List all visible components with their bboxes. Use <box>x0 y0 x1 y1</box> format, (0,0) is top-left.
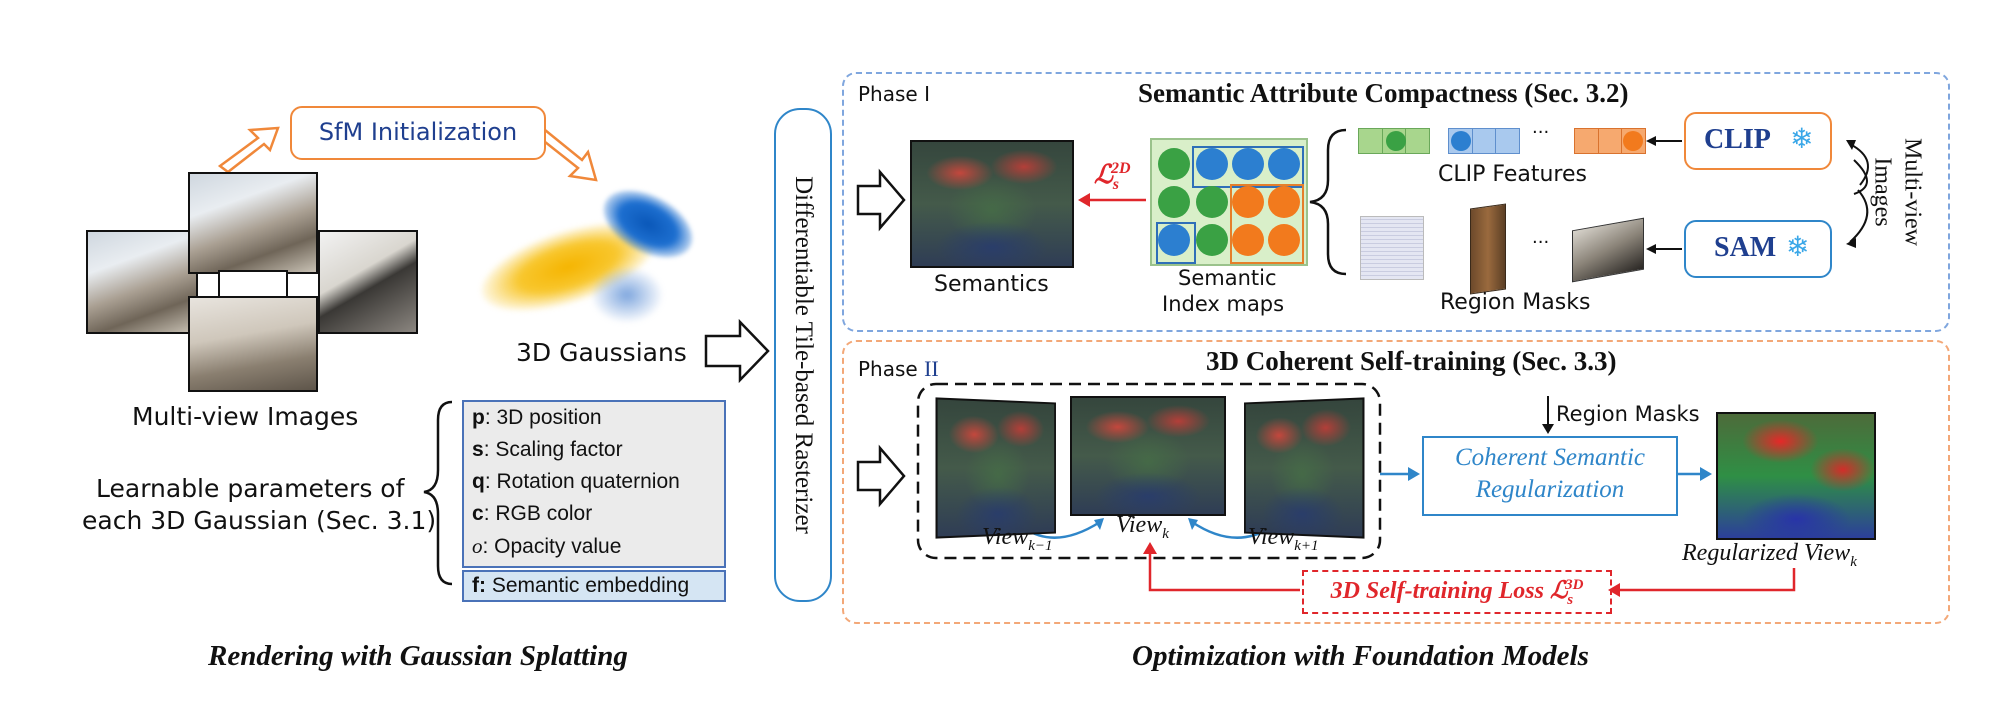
region-masks-label: Region Masks <box>1440 290 1590 315</box>
snowflake-icon: ❄ <box>1790 122 1813 155</box>
gaussians-label: 3D Gaussians <box>516 338 687 367</box>
phase2-tag: Phase II <box>858 356 939 382</box>
photo-bottom <box>188 296 318 392</box>
regularized-view-label: Regularized Viewk <box>1682 540 1857 571</box>
regularization-line2: Regularization <box>1424 476 1676 504</box>
view-k-image <box>1070 396 1226 516</box>
region-mask-2 <box>1470 203 1506 294</box>
view-next-image <box>1244 397 1364 538</box>
loss-3d-box: 3D Self-training Loss ℒs3D <box>1302 570 1612 614</box>
photo-top <box>188 172 318 274</box>
rasterizer-box: Differentiable Tile-based Rasterizer <box>774 108 832 602</box>
index-cell <box>1268 148 1300 180</box>
arrow-to-sfm <box>220 128 278 172</box>
learnable-line2: each 3D Gaussian (Sec. 3.1) <box>82 506 436 535</box>
regularized-view-image <box>1716 412 1876 540</box>
index-label-line1: Semantic <box>1178 266 1277 290</box>
view-next-label: Viewk+1 <box>1248 524 1319 555</box>
side-label-line1: Multi-view <box>1899 138 1926 246</box>
phase2-region-masks-label: Region Masks <box>1556 402 1700 426</box>
clip-model-label: CLIP <box>1704 124 1771 156</box>
view-prev-label: Viewk−1 <box>982 524 1053 555</box>
loss-3d-label: 3D Self-training Loss ℒs3D <box>1304 576 1610 609</box>
semantic-param-box: f: Semantic embedding <box>462 570 726 602</box>
right-caption: Optimization with Foundation Models <box>1132 640 1589 673</box>
region-mask-1 <box>1360 216 1424 280</box>
clip-feature-blue <box>1448 128 1520 154</box>
side-label: Multi-view Images <box>1892 112 1952 272</box>
sfm-label: SfM Initialization <box>292 118 544 146</box>
semantics-image <box>910 140 1074 268</box>
index-cell <box>1196 186 1228 218</box>
param-opacity: o: Opacity value <box>472 530 621 563</box>
mask-ellipsis: ··· <box>1532 232 1549 253</box>
clip-feature-orange <box>1574 128 1646 154</box>
clip-ellipsis: ··· <box>1532 122 1549 143</box>
view-prev-image <box>935 397 1055 538</box>
index-cell <box>1268 224 1300 256</box>
multiview-label: Multi-view Images <box>132 402 358 431</box>
regularization-line1: Coherent Semantic <box>1424 444 1676 472</box>
param-semantic: f: Semantic embedding <box>472 570 689 602</box>
params-brace <box>424 402 452 584</box>
param-rotation: q: Rotation quaternion <box>472 466 680 498</box>
arrow-from-sfm <box>540 130 596 180</box>
index-cell <box>1158 186 1190 218</box>
param-color: c: RGB color <box>472 498 592 530</box>
clip-feature-green <box>1358 128 1430 154</box>
index-label-line2: Index maps <box>1162 292 1284 316</box>
view-k-label: Viewk <box>1116 512 1169 543</box>
left-caption: Rendering with Gaussian Splatting <box>208 640 628 673</box>
clip-features-label: CLIP Features <box>1438 162 1587 187</box>
snowflake-icon: ❄ <box>1786 230 1809 263</box>
arrow-to-rasterizer <box>706 322 768 380</box>
phase2-title: 3D Coherent Self-training (Sec. 3.3) <box>1206 346 1616 377</box>
photo-right <box>318 230 418 334</box>
photo-gap <box>218 270 288 298</box>
sam-model-label: SAM <box>1714 232 1776 264</box>
index-map <box>1150 138 1308 266</box>
param-position: p: 3D position <box>472 402 602 434</box>
loss-2d: ℒs2D <box>1094 160 1131 194</box>
index-cell <box>1232 186 1264 218</box>
regularization-box: Coherent Semantic Regularization <box>1422 436 1678 516</box>
index-cell <box>1196 148 1228 180</box>
photo-left <box>86 230 198 334</box>
index-cell <box>1232 224 1264 256</box>
index-cell <box>1196 224 1228 256</box>
phase1-title: Semantic Attribute Compactness (Sec. 3.2… <box>1138 78 1628 109</box>
index-cell <box>1268 186 1300 218</box>
clip-model-box: CLIP ❄ <box>1684 112 1832 170</box>
rasterizer-label: Differentiable Tile-based Rasterizer <box>789 176 817 534</box>
learnable-line1: Learnable parameters of <box>96 474 404 503</box>
index-cell <box>1158 224 1190 256</box>
sfm-init-box: SfM Initialization <box>290 106 546 160</box>
params-box: p: 3D position s: Scaling factor q: Rota… <box>462 400 726 568</box>
semantics-label: Semantics <box>934 272 1049 297</box>
index-cell <box>1158 148 1190 180</box>
side-label-line2: Images <box>1869 157 1896 226</box>
gaussian-lightblue-blob <box>592 268 662 322</box>
phase1-tag: Phase I <box>858 82 930 106</box>
param-scaling: s: Scaling factor <box>472 434 623 466</box>
sam-model-box: SAM ❄ <box>1684 220 1832 278</box>
index-cell <box>1232 148 1264 180</box>
